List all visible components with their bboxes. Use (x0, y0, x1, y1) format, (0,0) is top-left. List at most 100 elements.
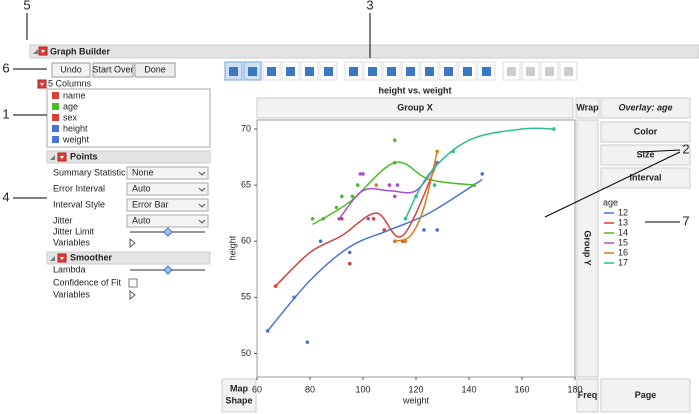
x-tick-label: 60 (252, 384, 262, 394)
data-point (552, 127, 556, 131)
dropdown[interactable] (126, 166, 209, 180)
legend-label: 13 (618, 217, 628, 227)
drop-zone[interactable] (256, 97, 574, 119)
button[interactable] (134, 62, 176, 78)
drop-zone[interactable] (600, 167, 691, 189)
section-header (46, 251, 211, 265)
drop-zone[interactable] (221, 378, 257, 413)
dropdown-value[interactable]: None (132, 167, 154, 177)
data-point (361, 172, 365, 176)
option-label: Variables (53, 289, 90, 299)
column-icon (52, 92, 59, 99)
drop-zone[interactable] (575, 97, 600, 119)
drop-zone-label[interactable]: Interval (629, 172, 661, 182)
callout-line (639, 149, 681, 153)
column-icon (52, 136, 59, 143)
menu-arrow (60, 156, 64, 159)
icon-glyph (507, 67, 516, 76)
icon-glyph (482, 67, 491, 76)
data-point (472, 183, 477, 187)
data-point (374, 183, 379, 187)
icon-glyph (463, 67, 472, 76)
data-point (366, 216, 371, 221)
drop-zone-label[interactable]: Size (636, 149, 654, 159)
drop-zone-label[interactable]: Page (635, 390, 657, 400)
y-axis-label: height (227, 235, 237, 260)
data-point (382, 228, 387, 232)
x-tick-label: 180 (567, 384, 582, 394)
dropdown[interactable] (126, 198, 209, 212)
data-point (371, 216, 376, 221)
icon-glyph (286, 67, 295, 76)
column-icon (52, 125, 59, 132)
data-point (265, 329, 270, 333)
disclosure[interactable] (33, 49, 38, 54)
button-label[interactable]: Done (144, 64, 166, 74)
drop-zone-label[interactable]: Shape (225, 395, 252, 405)
data-point (403, 239, 408, 244)
dropdown-value[interactable]: Error Bar (132, 199, 169, 209)
columns-list (46, 88, 211, 148)
button[interactable] (51, 62, 91, 78)
dropdown-value[interactable]: Auto (132, 215, 151, 225)
column-name[interactable]: name (63, 90, 86, 100)
icon-glyph (305, 67, 314, 76)
callout-number: 2 (682, 141, 689, 156)
button-label[interactable]: Start Over (92, 64, 133, 74)
drop-zone-label[interactable]: Group X (397, 102, 433, 112)
dropdown-value[interactable]: Auto (132, 183, 151, 193)
drop-zone-label[interactable]: Freq (578, 390, 598, 400)
expand-arrow[interactable] (129, 237, 136, 249)
x-axis-label: weight (402, 395, 430, 405)
data-point (347, 250, 352, 255)
dropdown[interactable] (126, 214, 209, 228)
drop-zone-label[interactable]: Map (230, 383, 249, 393)
drop-zone-label[interactable]: Overlay: age (618, 102, 672, 112)
drop-zone-label[interactable]: Group Y (583, 230, 593, 265)
column-icon (52, 114, 59, 121)
dropdown[interactable] (126, 182, 209, 196)
slider-knob[interactable] (163, 265, 173, 275)
drop-zone-label[interactable]: Color (634, 126, 658, 136)
icon-glyph (406, 67, 415, 76)
column-name[interactable]: height (63, 123, 88, 133)
data-point (422, 228, 426, 232)
data-point (347, 261, 352, 266)
data-point (305, 340, 310, 345)
icon-glyph (324, 67, 333, 76)
drop-zone[interactable] (600, 97, 691, 119)
column-name[interactable]: weight (62, 134, 90, 144)
column-name[interactable]: age (63, 101, 78, 111)
button[interactable] (92, 62, 134, 78)
section-title: Points (70, 151, 98, 161)
menu-arrow (41, 50, 45, 53)
data-point (393, 138, 397, 143)
x-tick-label: 160 (514, 384, 529, 394)
disclosure[interactable] (50, 155, 55, 160)
data-point (340, 194, 344, 199)
drop-zone[interactable] (600, 378, 691, 413)
slider-knob[interactable] (163, 227, 173, 237)
data-point (387, 183, 392, 187)
drop-zone[interactable] (600, 144, 691, 166)
drop-zone-label[interactable]: Wrap (576, 102, 599, 112)
icon-glyph (387, 67, 396, 76)
callout-number: 3 (366, 0, 373, 12)
expand-arrow[interactable] (129, 289, 136, 301)
button-label[interactable]: Undo (60, 64, 82, 74)
legend-title: age (603, 197, 618, 207)
drop-zone[interactable] (576, 119, 599, 378)
data-point (355, 183, 360, 187)
option-label: Summary Statistic (53, 167, 126, 177)
data-point (393, 160, 397, 165)
drop-zone[interactable] (600, 121, 691, 143)
smoother-line (267, 178, 483, 332)
data-point (340, 216, 344, 221)
column-name[interactable]: sex (63, 112, 78, 122)
drop-zone[interactable] (576, 378, 599, 413)
data-point (480, 172, 485, 176)
checkbox[interactable] (128, 278, 138, 288)
disclosure[interactable] (50, 256, 55, 261)
legend-label: 12 (618, 207, 628, 217)
y-tick-label: 70 (241, 123, 251, 133)
